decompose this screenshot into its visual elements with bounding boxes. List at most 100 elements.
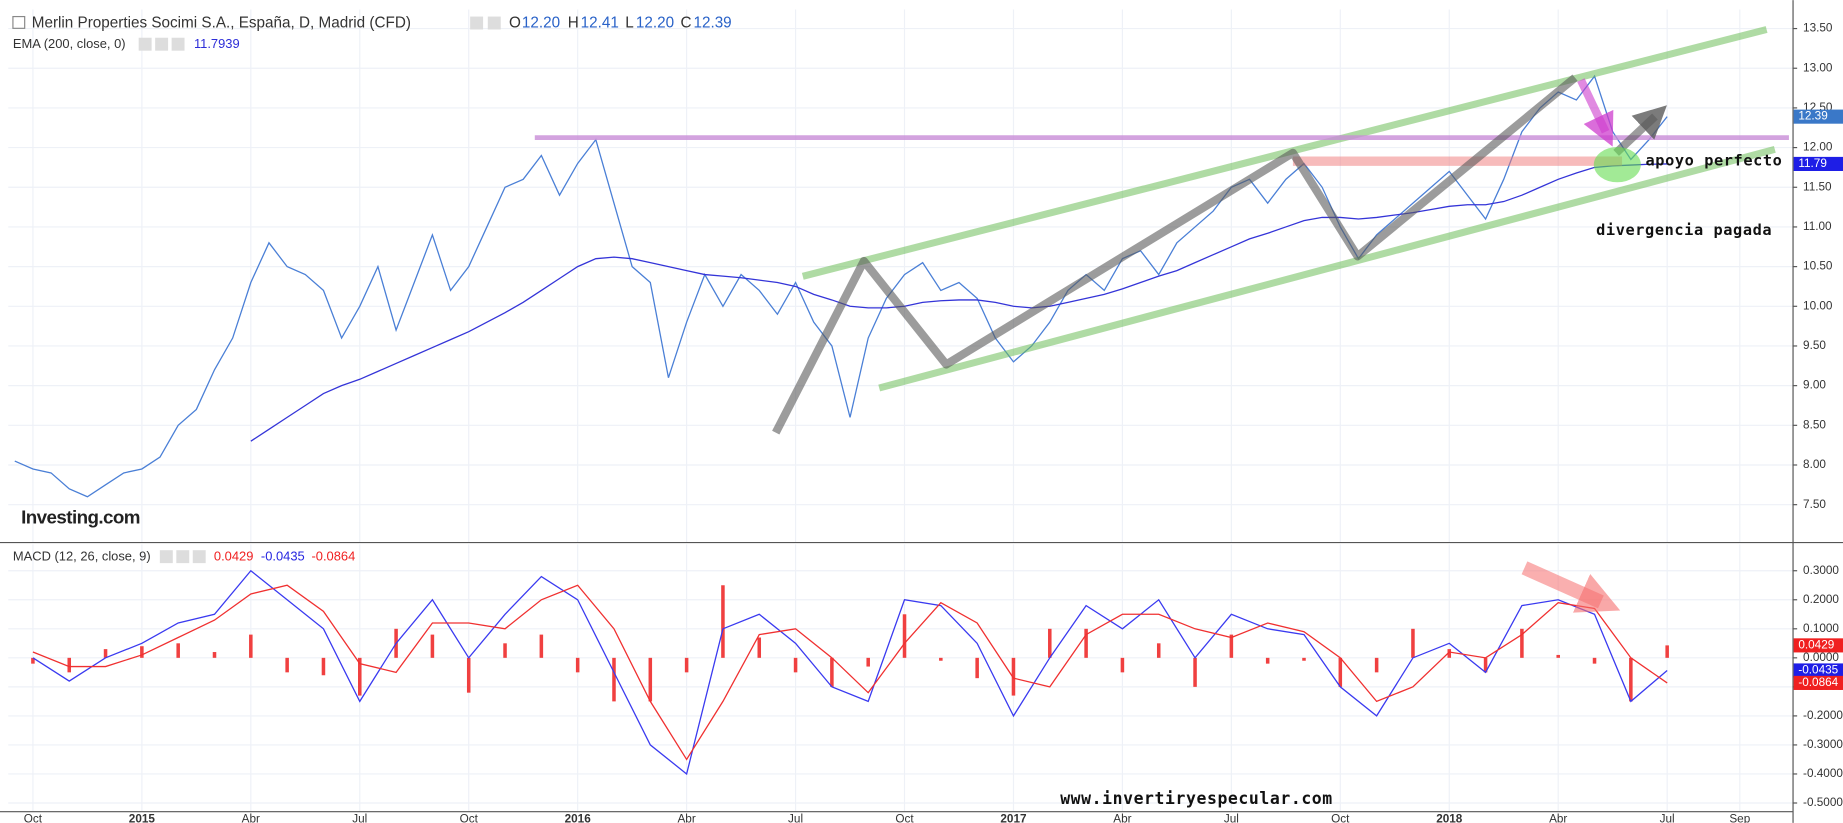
histogram-bar [975,657,979,679]
y-tick-label: -0.5000 [1803,796,1843,809]
x-tick-label: Abr [677,812,695,823]
y-tick-label: 13.00 [1803,61,1833,74]
x-tick-label: Oct [24,812,43,823]
series-line [32,584,1668,761]
series-line [14,74,1668,498]
histogram-bar [539,634,544,658]
y-tick-label: -0.3000 [1803,738,1843,751]
y-tick-label: 0.1000 [1803,622,1839,635]
macd-settings[interactable] [159,550,173,564]
macd-pane [31,569,1669,776]
y-tick-label: 7.50 [1803,498,1826,511]
watermark-logo: Investing.com [21,506,140,527]
histogram-bar [1193,657,1197,687]
y-tick-label: 11.50 [1803,180,1832,193]
y-tick-label: 12.00 [1803,141,1833,154]
histogram-bar [140,646,144,658]
histogram-bar [503,643,507,658]
histogram-bar [1665,645,1669,658]
x-tick-label: Abr [242,812,260,823]
zigzag [772,74,1578,435]
y-tick-label: 0.3000 [1803,564,1839,577]
histogram-bar [1411,628,1415,658]
symbol-title: Merlin Properties Socimi S.A., España, D… [32,15,411,32]
website-annotation: www.invertiryespecular.com [1060,789,1333,808]
price-tag-label: 11.79 [1798,157,1827,170]
histogram-bar [1048,628,1052,658]
histogram-bar [67,657,72,673]
y-tick-label: 10.50 [1803,260,1833,273]
series-line [32,569,1668,776]
y-tick-label: 9.00 [1803,379,1826,392]
histogram-bar [793,657,798,673]
ema-settings[interactable] [138,37,152,51]
histogram-bar [757,637,762,658]
histogram-bar [1520,628,1524,658]
ohlc-name: L [625,15,634,32]
collapse-icon[interactable] [12,15,26,29]
ohlc-name: H [568,15,579,32]
y-tick-label: 10.00 [1803,299,1833,312]
histogram-bar [684,657,689,673]
hide-icon[interactable] [487,16,501,30]
annotation: apoyo perfecto [1646,152,1783,170]
y-tick-label: 8.50 [1803,418,1826,431]
x-tick-label: Abr [1113,812,1131,823]
histogram-bar [902,614,907,658]
x-tick-label: Oct [895,812,914,823]
histogram-bar [1592,657,1597,664]
x-tick-label: Jul [1224,812,1239,823]
grid [8,9,1793,812]
y-tick-label: -0.2000 [1803,709,1843,722]
histogram-bar [1302,657,1306,661]
ohlc-value: 12.20 [636,15,674,32]
histogram-bar [1156,643,1161,658]
price-tag [1793,638,1843,653]
x-tick-label: Jul [352,812,367,823]
macd-remove[interactable] [192,550,206,564]
macd-hide[interactable] [176,550,190,564]
channel-upper [801,26,1768,280]
price-tag [1793,156,1843,171]
ema-hide[interactable] [155,37,169,51]
histogram-bar [466,657,471,693]
x-tick-label: Oct [460,812,479,823]
x-tick-label: 2018 [1436,812,1463,823]
histogram-bar [612,657,616,702]
y-tick-label: 13.50 [1803,22,1833,35]
x-tick-label: Abr [1549,812,1567,823]
histogram-bar [721,585,725,658]
y-tick-label: 0.0000 [1803,651,1839,664]
x-tick-label: Jul [1660,812,1675,823]
settings-icon[interactable] [470,16,484,30]
price-tag-label: 12.39 [1798,110,1827,123]
histogram-bar [648,657,653,702]
histogram-bar [1629,657,1633,702]
price-tag-label: -0.0864 [1798,676,1838,689]
histogram-bar [830,657,834,687]
ema-remove[interactable] [171,37,185,51]
histogram-bar [1483,657,1488,673]
ohlc-name: C [681,15,692,32]
series-line [250,163,1668,442]
x-tick-label: Jul [788,812,803,823]
histogram-bar [321,657,326,676]
drawings [534,26,1789,613]
x-tick-label: Oct [1331,812,1350,823]
ema-legend: EMA (200, close, 0) [13,36,126,51]
y-tick-label: 9.50 [1803,339,1826,352]
x-tick-label: 2016 [565,812,592,823]
y-tick-label: 0.2000 [1803,593,1839,606]
histogram-bar [1229,634,1234,658]
histogram-bar [1556,654,1560,658]
histogram-bar [1338,657,1343,687]
histogram-bar [285,657,289,673]
projection-arrow [1613,105,1667,156]
price-tag-label: -0.0435 [1798,664,1838,677]
histogram-bar [1011,657,1016,696]
histogram-bar [249,634,253,658]
histogram-bar [31,657,35,664]
